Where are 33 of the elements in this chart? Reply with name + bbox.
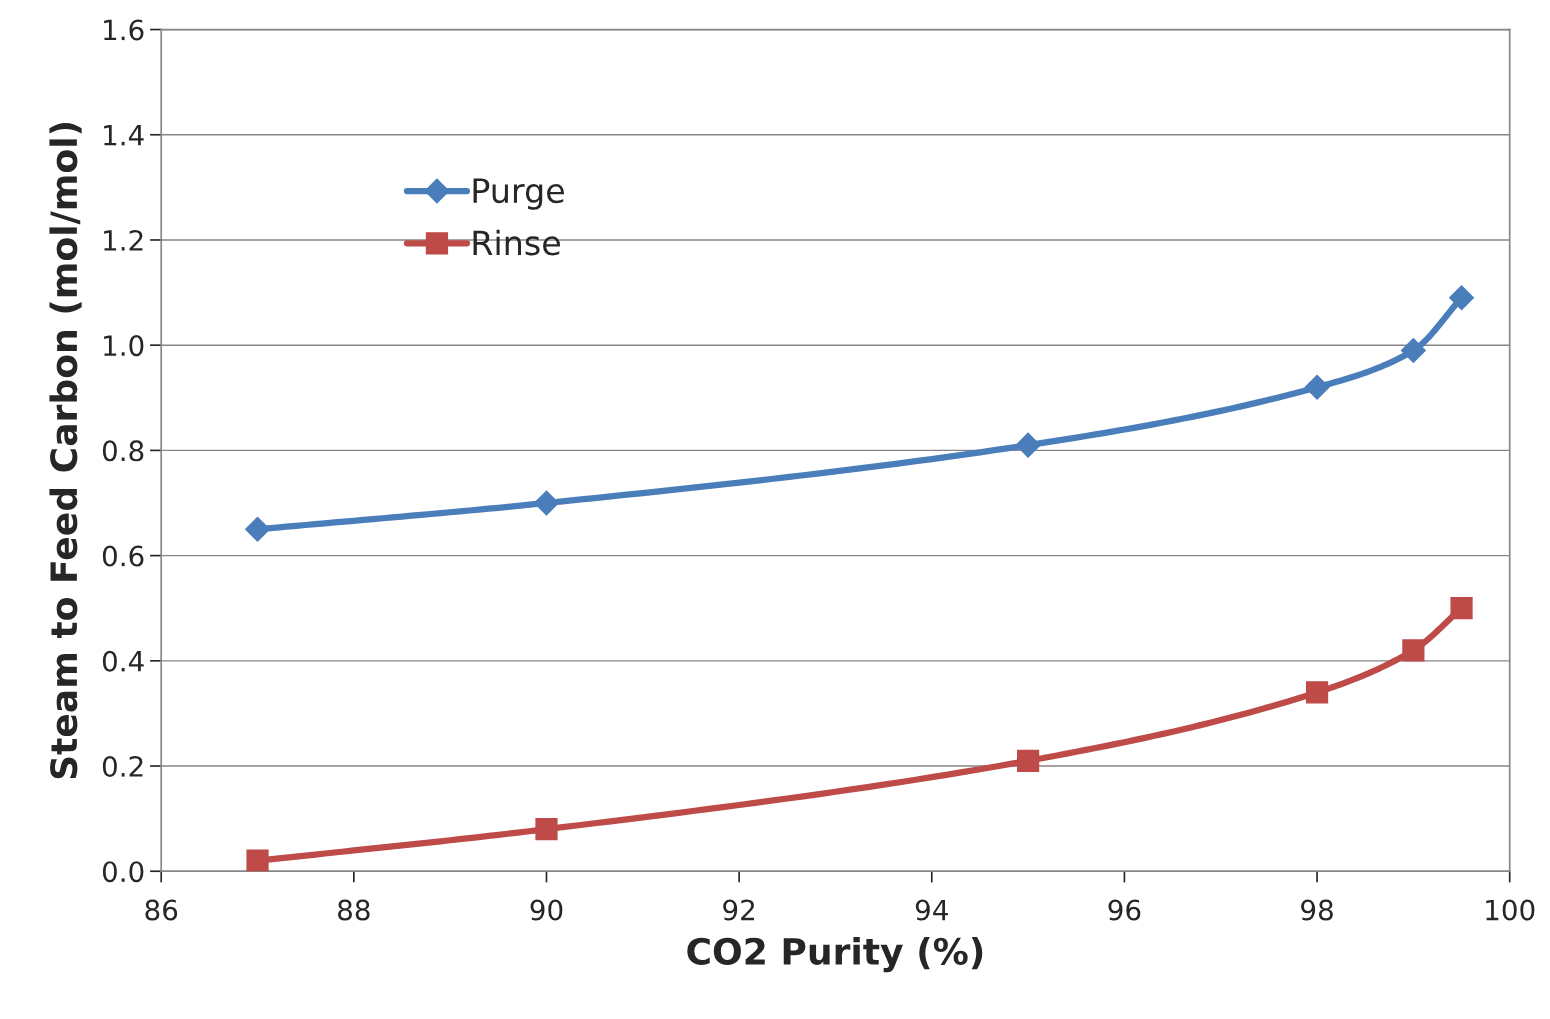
x-tick-label: 92 <box>723 899 755 921</box>
legend-label: Purge <box>473 178 564 210</box>
x-axis-title: CO2 Purity (%) <box>687 937 983 973</box>
x-tick-label: 100 <box>1486 899 1535 921</box>
x-tick-label: 88 <box>338 899 370 921</box>
x-tick-label: 94 <box>915 899 948 921</box>
point <box>245 516 271 542</box>
y-axis-title: Steam to Feed Carbon (mol/mol) <box>49 122 82 779</box>
point <box>1400 337 1426 363</box>
point <box>1304 374 1330 400</box>
point <box>1015 432 1041 458</box>
x-tick-label: 90 <box>530 899 563 921</box>
y-tick-label: 1.4 <box>104 125 144 146</box>
y-tick-label: 1.6 <box>104 19 144 41</box>
point <box>1449 285 1475 311</box>
point <box>1402 639 1425 662</box>
y-tick-label: 1.0 <box>104 335 144 357</box>
point <box>1016 749 1040 772</box>
point <box>534 490 559 516</box>
y-tick-label: 0.2 <box>102 755 143 777</box>
y-tick-label: 0.6 <box>102 545 144 567</box>
point <box>535 818 558 841</box>
point <box>1450 597 1473 620</box>
y-tick-label: 1.2 <box>104 229 143 251</box>
point <box>246 849 269 872</box>
legend-label: Rinse <box>473 229 560 256</box>
y-tick-label: 0.8 <box>102 440 144 462</box>
y-tick-label: 0.0 <box>102 861 144 883</box>
x-tick-label: 86 <box>145 899 178 921</box>
point <box>1305 681 1329 704</box>
x-tick-label: 96 <box>1108 899 1141 921</box>
x-tick-label: 98 <box>1301 899 1333 921</box>
y-tick-label: 0.4 <box>102 650 144 672</box>
